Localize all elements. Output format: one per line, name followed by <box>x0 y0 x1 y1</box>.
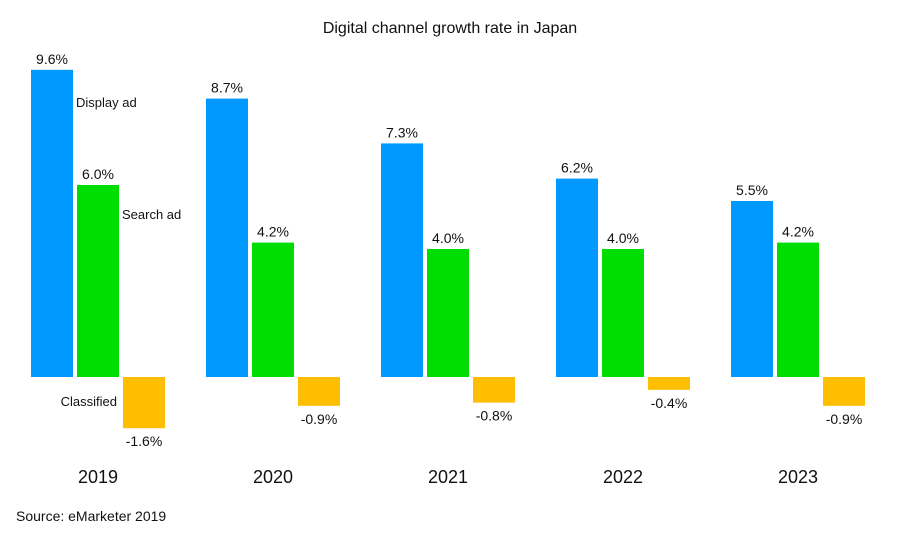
x-tick-label: 2019 <box>78 467 118 487</box>
data-label: 4.2% <box>782 224 814 240</box>
data-label: 4.2% <box>257 224 289 240</box>
bar-search-ad-2020 <box>252 242 294 377</box>
data-label: 5.5% <box>736 182 768 198</box>
bar-classified-2022 <box>648 377 690 390</box>
bar-search-ad-2021 <box>427 249 469 377</box>
data-label: 8.7% <box>211 80 243 96</box>
x-tick-label: 2023 <box>778 467 818 487</box>
data-label: -1.6% <box>126 433 163 449</box>
bar-search-ad-2023 <box>777 242 819 377</box>
data-label: 4.0% <box>432 230 464 246</box>
bar-classified-2023 <box>823 377 865 406</box>
data-label: 7.3% <box>386 124 418 140</box>
data-label: 4.0% <box>607 230 639 246</box>
data-label: 6.0% <box>82 166 114 182</box>
legend-classified: Classified <box>61 394 117 409</box>
bar-display-ad-2021 <box>381 143 423 377</box>
legend-display-ad: Display ad <box>76 95 137 110</box>
data-label: -0.8% <box>476 408 513 424</box>
bar-display-ad-2019 <box>31 69 73 378</box>
bar-display-ad-2023 <box>731 201 773 377</box>
bar-classified-2021 <box>473 377 515 403</box>
bar-display-ad-2020 <box>206 98 248 377</box>
x-tick-label: 2021 <box>428 467 468 487</box>
data-label: -0.9% <box>826 411 863 427</box>
data-label: 9.6% <box>36 51 68 67</box>
bar-classified-2020 <box>298 377 340 406</box>
source-note: Source: eMarketer 2019 <box>16 508 166 524</box>
data-label: -0.4% <box>651 395 688 411</box>
bar-classified-2019 <box>123 377 165 429</box>
bar-search-ad-2022 <box>602 249 644 377</box>
bar-search-ad-2019 <box>77 185 119 377</box>
legend-search-ad: Search ad <box>122 207 181 222</box>
data-label: -0.9% <box>301 411 338 427</box>
x-tick-label: 2020 <box>253 467 293 487</box>
bar-display-ad-2022 <box>556 178 598 377</box>
x-tick-label: 2022 <box>603 467 643 487</box>
chart-title: Digital channel growth rate in Japan <box>323 20 577 37</box>
data-label: 6.2% <box>561 160 593 176</box>
